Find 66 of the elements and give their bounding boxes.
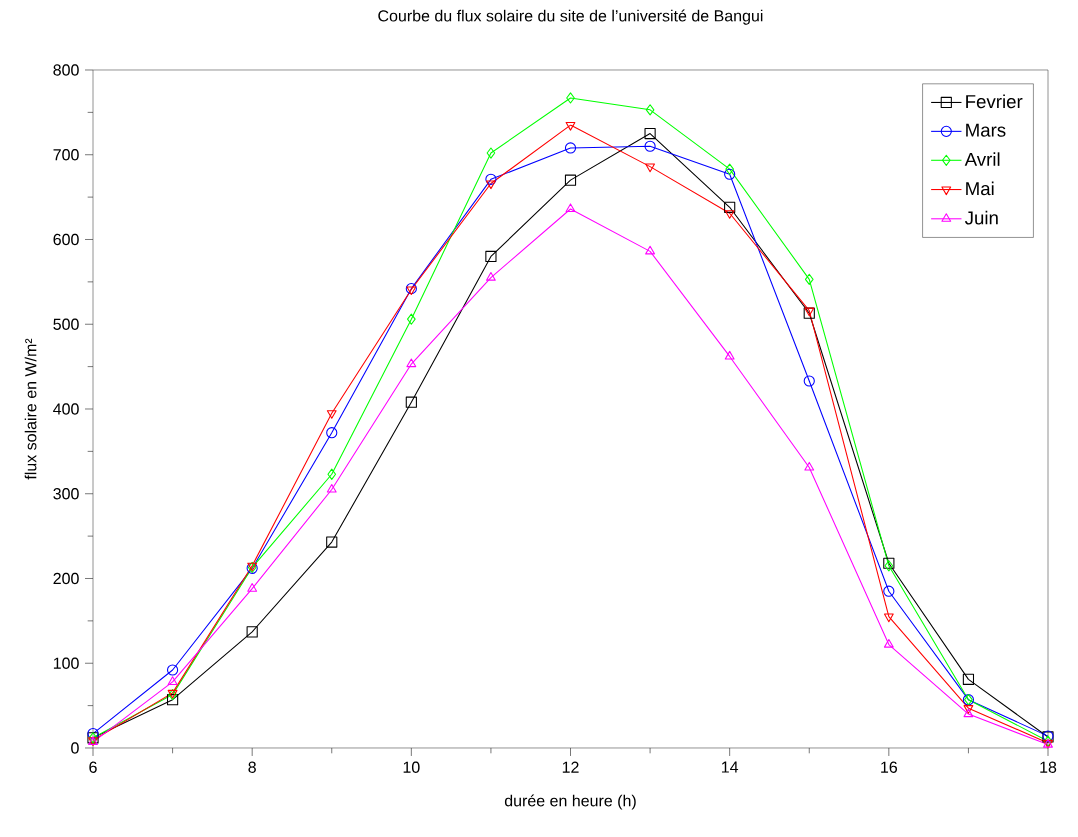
point bbox=[644, 140, 656, 152]
x-tick-label: 6 bbox=[89, 761, 97, 773]
y-tick-label: 400 bbox=[53, 403, 79, 415]
point bbox=[804, 273, 814, 285]
point bbox=[485, 250, 497, 263]
x-tick-label: 16 bbox=[881, 761, 898, 773]
point bbox=[564, 174, 577, 186]
point bbox=[724, 168, 736, 180]
point bbox=[883, 638, 894, 648]
legend-label: Mars bbox=[966, 123, 1006, 137]
point bbox=[246, 626, 258, 638]
y-tick-label: 100 bbox=[53, 657, 79, 669]
y-tick-label: 300 bbox=[53, 488, 79, 500]
point bbox=[326, 536, 338, 548]
point bbox=[724, 201, 736, 213]
y-tick-label: 700 bbox=[53, 149, 79, 161]
y-tick-label: 200 bbox=[53, 572, 79, 585]
point bbox=[645, 104, 655, 116]
point bbox=[963, 708, 974, 718]
point bbox=[166, 664, 179, 676]
y-tick-label: 0 bbox=[71, 742, 79, 754]
x-tick-label: 10 bbox=[403, 761, 420, 773]
point bbox=[883, 613, 894, 623]
point bbox=[724, 210, 735, 219]
y-tick-label: 500 bbox=[53, 318, 79, 330]
legend-label: Avril bbox=[964, 152, 1000, 166]
legend-label: Juin bbox=[964, 210, 998, 225]
x-tick-label: 18 bbox=[1040, 761, 1057, 773]
point bbox=[167, 676, 178, 685]
x-axis-title: durée en heure (h) bbox=[504, 794, 636, 810]
y-tick-label: 800 bbox=[53, 64, 79, 76]
point bbox=[247, 583, 258, 592]
point bbox=[326, 410, 337, 419]
legend-label: Mai bbox=[966, 181, 994, 196]
point bbox=[644, 127, 656, 140]
point bbox=[486, 272, 496, 281]
chart-title: Courbe du flux solaire du site de l’université de Bangui bbox=[378, 9, 763, 25]
y-tick-label: 600 bbox=[53, 233, 79, 246]
x-tick-label: 14 bbox=[721, 761, 739, 773]
point bbox=[406, 358, 417, 368]
x-tick-label: 12 bbox=[562, 761, 579, 773]
point bbox=[327, 468, 337, 480]
point bbox=[565, 122, 576, 131]
point bbox=[407, 313, 416, 325]
point bbox=[645, 245, 656, 255]
point bbox=[804, 461, 815, 471]
point bbox=[963, 705, 974, 714]
point bbox=[564, 142, 577, 154]
point bbox=[645, 163, 656, 173]
point bbox=[883, 585, 895, 597]
point bbox=[486, 180, 496, 190]
point bbox=[803, 375, 815, 387]
point bbox=[566, 92, 575, 104]
point bbox=[405, 396, 417, 408]
point bbox=[326, 427, 338, 439]
point bbox=[565, 203, 576, 213]
x-tick-label: 8 bbox=[248, 761, 256, 773]
point bbox=[724, 350, 735, 360]
point bbox=[725, 163, 735, 175]
point bbox=[485, 173, 497, 185]
legend-label: Fevrier bbox=[966, 94, 1023, 109]
point bbox=[166, 694, 179, 706]
y-axis-title: flux solaire en W/m² bbox=[24, 338, 37, 480]
point bbox=[962, 673, 975, 685]
point bbox=[486, 147, 496, 159]
point bbox=[326, 483, 337, 493]
